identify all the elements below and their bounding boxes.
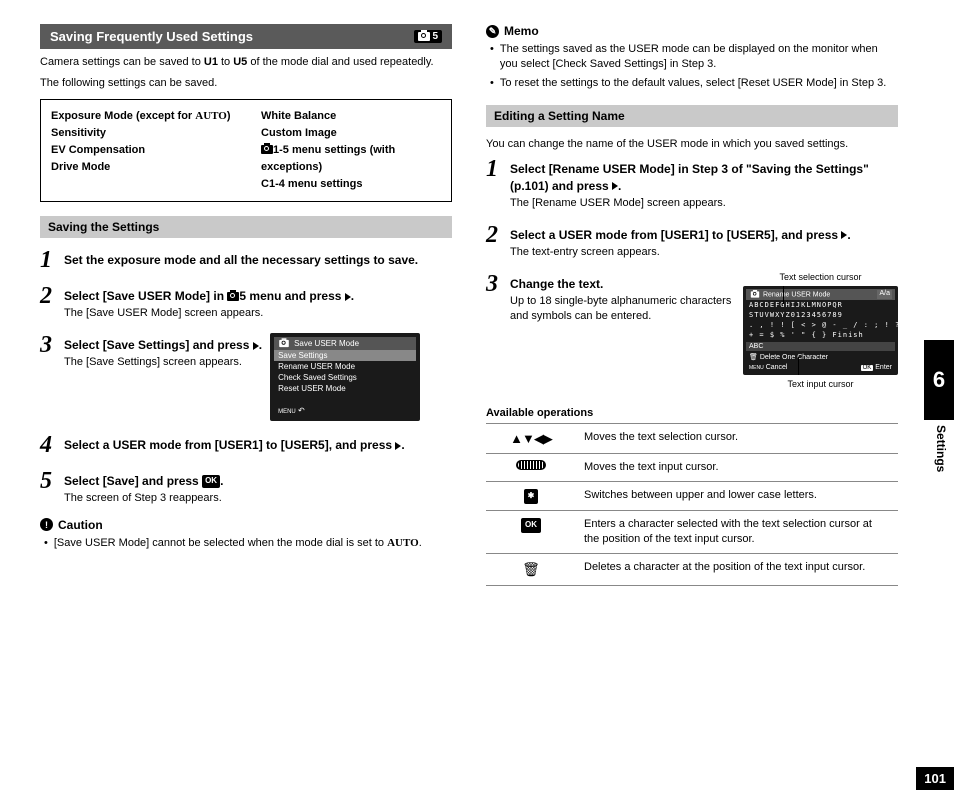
camera-icon: [227, 292, 239, 301]
ops-heading: Available operations: [486, 407, 898, 419]
caution-heading: ! Caution: [40, 518, 452, 532]
right-arrow-icon: [253, 342, 259, 350]
ok-icon: OK: [202, 475, 220, 488]
trash-icon: 🗑: [522, 560, 540, 579]
table-row: Moves the text input cursor.: [486, 454, 898, 482]
subsection-editing: Editing a Setting Name: [486, 105, 898, 127]
dpad-icon: ▲▼◀▶: [510, 431, 552, 446]
right-arrow-icon: [841, 231, 847, 239]
right-arrow-icon: [395, 442, 401, 450]
right-arrow-icon: [345, 293, 351, 301]
step-b1: 1 Select [Rename USER Mode] in Step 3 of…: [486, 157, 898, 210]
intro-p2: The following settings can be saved.: [40, 76, 452, 91]
step-2: 2 Select [Save USER Mode] in 5 menu and …: [40, 284, 452, 321]
table-row: OK Enters a character selected with the …: [486, 511, 898, 554]
screen-save-user-mode: Save USER Mode Save Settings Rename USER…: [270, 333, 420, 421]
right-column: ✎ Memo The settings saved as the USER mo…: [486, 24, 898, 586]
label-text-selection-cursor: Text selection cursor: [743, 272, 898, 282]
chapter-tab: 6: [924, 340, 954, 420]
caution-list: [Save USER Mode] cannot be selected when…: [44, 536, 452, 551]
table-row: ▲▼◀▶ Moves the text selection cursor.: [486, 423, 898, 454]
label-text-input-cursor: Text input cursor: [743, 379, 898, 389]
screen-text-entry: Text selection cursor Rename USER Mode A…: [743, 272, 898, 389]
step-4: 4 Select a USER mode from [USER1] to [US…: [40, 433, 452, 457]
memo-list: The settings saved as the USER mode can …: [490, 42, 898, 91]
step-b3: 3 Change the text. Up to 18 single-byte …: [486, 272, 898, 389]
step-1: 1 Set the exposure mode and all the nece…: [40, 248, 452, 272]
section-header-main: Saving Frequently Used Settings 5: [40, 24, 452, 49]
left-column: Saving Frequently Used Settings 5 Camera…: [40, 24, 452, 586]
ok-icon: OK: [521, 518, 541, 533]
camera-icon: [261, 145, 273, 154]
page-number: 101: [916, 767, 954, 790]
step-b2: 2 Select a USER mode from [USER1] to [US…: [486, 223, 898, 260]
right-arrow-icon: [612, 182, 618, 190]
ev-icon: ✱: [524, 489, 539, 504]
memo-item: The settings saved as the USER mode can …: [490, 42, 898, 72]
section-badge: 5: [414, 30, 442, 43]
settings-col1: Exposure Mode (except for AUTO) Sensitiv…: [51, 108, 231, 193]
settings-box: Exposure Mode (except for AUTO) Sensitiv…: [40, 99, 452, 202]
memo-heading: ✎ Memo: [486, 24, 898, 38]
steps-editing: 1 Select [Rename USER Mode] in Step 3 of…: [486, 157, 898, 388]
step-5: 5 Select [Save] and press OK. The screen…: [40, 469, 452, 506]
operations-table: ▲▼◀▶ Moves the text selection cursor. Mo…: [486, 423, 898, 586]
section-title: Saving Frequently Used Settings: [50, 29, 253, 44]
caution-icon: !: [40, 518, 53, 531]
camera-icon: [279, 340, 289, 347]
camera-icon: [418, 32, 430, 41]
chapter-number: 6: [933, 367, 945, 393]
step-3: 3 Select [Save Settings] and press . The…: [40, 333, 452, 421]
memo-item: To reset the settings to the default val…: [490, 76, 898, 91]
memo-icon: ✎: [486, 25, 499, 38]
caution-item: [Save USER Mode] cannot be selected when…: [44, 536, 452, 551]
chapter-label: Settings: [934, 425, 948, 472]
steps-saving: 1 Set the exposure mode and all the nece…: [40, 248, 452, 506]
settings-col2: White Balance Custom Image 1-5 menu sett…: [261, 108, 441, 193]
dial-icon: [516, 460, 546, 470]
subsection-saving: Saving the Settings: [40, 216, 452, 238]
intro-p1: Camera settings can be saved to U1 to U5…: [40, 55, 452, 70]
badge-number: 5: [432, 31, 438, 42]
table-row: ✱ Switches between upper and lower case …: [486, 482, 898, 511]
editing-intro: You can change the name of the USER mode…: [486, 137, 898, 152]
table-row: 🗑 Deletes a character at the position of…: [486, 553, 898, 585]
camera-icon: [751, 291, 759, 297]
